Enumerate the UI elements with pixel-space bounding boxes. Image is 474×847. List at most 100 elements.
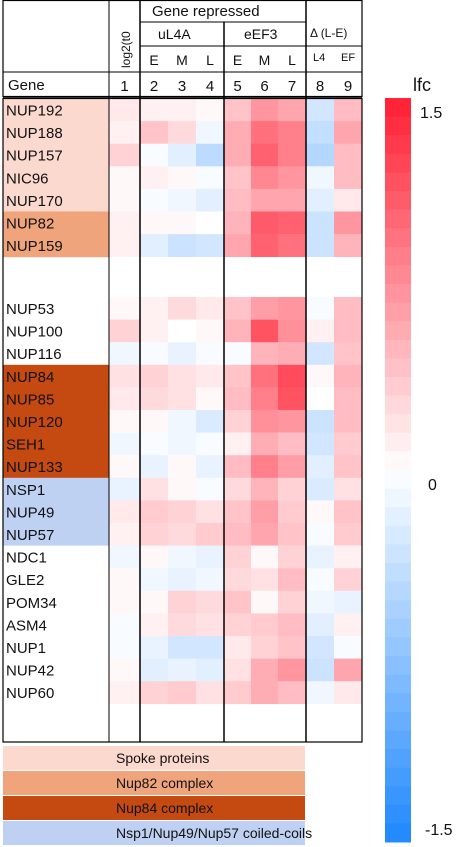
colorbar-segment <box>385 637 411 657</box>
heatmap-cell <box>334 143 363 167</box>
heatmap-cell <box>224 98 252 122</box>
gene-label: POM34 <box>6 595 57 612</box>
heatmap-cell <box>140 523 169 546</box>
gene-label: NUP159 <box>6 238 63 255</box>
colorbar-label: lfc <box>413 75 431 95</box>
heatmap-cell <box>278 211 307 235</box>
gene-group-cell <box>3 545 109 569</box>
heatmap-cell <box>140 143 169 167</box>
heatmap-cell <box>168 523 197 546</box>
time-label: L <box>206 52 214 68</box>
legend-swatch <box>3 796 305 820</box>
gene-label: NUP57 <box>6 527 54 544</box>
heatmap-cell <box>168 568 197 592</box>
gene-group-cell <box>3 121 109 145</box>
heatmap-cell <box>109 500 141 524</box>
gene-header: Gene <box>8 77 45 94</box>
heatmap-cell <box>251 166 279 190</box>
gene-group-cell <box>3 568 109 592</box>
heatmap-cell <box>306 166 335 190</box>
time-label: L <box>288 52 296 68</box>
time-label: M <box>176 52 188 68</box>
heatmap-cell <box>224 568 252 592</box>
colorbar-segment <box>385 153 411 173</box>
heatmap-cell <box>334 636 363 659</box>
heatmap-cell <box>196 188 225 212</box>
gene-group-cell <box>3 410 109 434</box>
heatmap-cell <box>168 613 197 637</box>
heatmap-cell <box>140 98 169 122</box>
heatmap-cell <box>251 432 279 456</box>
heatmap-cell <box>278 188 307 212</box>
heatmap-cell <box>196 387 225 411</box>
colorbar-segment <box>385 711 411 731</box>
gene-label: NUP84 <box>6 369 54 386</box>
heatmap-cell <box>196 211 225 235</box>
heatmap-cell <box>278 410 307 433</box>
heatmap-cell <box>224 364 252 388</box>
gene-group-cell <box>3 523 109 547</box>
colorbar-segment <box>385 507 411 527</box>
heatmap-cell <box>278 545 307 569</box>
heatmap-cell <box>140 342 169 366</box>
delta-sub-ef: EF <box>341 52 356 64</box>
heatmap-cell <box>251 568 279 592</box>
heatmap-cell <box>140 410 169 433</box>
heatmap-cell <box>196 121 225 144</box>
heatmap-cell <box>251 523 279 546</box>
gene-label: NUP192 <box>6 103 63 120</box>
heatmap-cell <box>109 568 141 592</box>
delta-label: Δ (L-E) <box>310 26 348 40</box>
heatmap-cell <box>196 342 225 366</box>
colorbar-segment <box>385 656 411 676</box>
heatmap-cell <box>168 545 197 569</box>
gene-group-cell <box>3 636 109 660</box>
heatmap-cell <box>334 319 363 343</box>
heatmap-cell <box>251 636 279 659</box>
heatmap-cell <box>196 613 225 637</box>
heatmap-cell <box>140 297 169 320</box>
heatmap-cell <box>140 166 169 190</box>
colorbar-segment <box>385 191 411 211</box>
heatmap-cell <box>306 590 335 614</box>
heatmap-cell <box>251 188 279 212</box>
colorbar-segment <box>385 209 411 229</box>
gene-label: NUP53 <box>6 301 54 318</box>
heatmap-cell <box>224 319 252 343</box>
heatmap-cell <box>278 166 307 190</box>
subgroup-eef3: eEF3 <box>244 26 278 42</box>
heatmap-cell <box>109 681 141 705</box>
heatmap-cell <box>224 477 252 501</box>
heatmap-cell <box>224 143 252 167</box>
gene-group-cell <box>3 387 109 411</box>
heatmap-cell <box>224 545 252 569</box>
heatmap-cell <box>196 523 225 546</box>
column-number: 6 <box>260 78 268 95</box>
gene-label: SEH1 <box>6 437 45 454</box>
heatmap-cell <box>140 568 169 592</box>
colorbar-segment <box>385 432 411 452</box>
heatmap-cell <box>334 211 363 235</box>
gene-group-cell <box>3 432 109 456</box>
gene-label: ASM4 <box>6 617 47 634</box>
heatmap-cell <box>251 658 279 682</box>
heatmap-cell <box>278 234 307 257</box>
heatmap-cell <box>168 342 197 366</box>
heatmap-cell <box>196 636 225 659</box>
gene-label: NUP82 <box>6 216 54 233</box>
colorbar-mid-label: 0 <box>428 477 437 494</box>
gene-label: NUP100 <box>6 324 63 341</box>
heatmap-cell <box>196 234 225 257</box>
colorbar-segment <box>385 284 411 304</box>
col0-label: log2(t0 <box>119 31 133 68</box>
heatmap-cell <box>168 658 197 682</box>
heatmap-cell <box>168 590 197 614</box>
gene-label: NDC1 <box>6 550 47 567</box>
heatmap-cell <box>224 636 252 659</box>
time-label: E <box>233 52 242 68</box>
heatmap-cell <box>140 188 169 212</box>
heatmap-cell <box>251 342 279 366</box>
heatmap-cell <box>196 166 225 190</box>
gene-group-cell <box>3 297 109 321</box>
